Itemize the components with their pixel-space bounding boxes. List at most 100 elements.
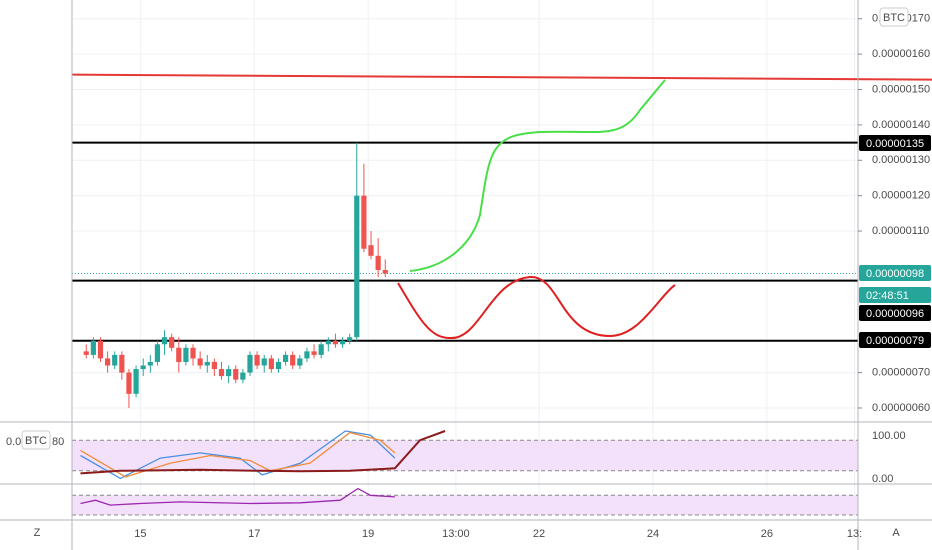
candle-body <box>211 361 217 370</box>
candle-body <box>197 358 203 366</box>
candle-body <box>104 358 111 366</box>
y-tick-label: 0.00000130 <box>872 154 930 166</box>
candle-body <box>83 351 89 355</box>
currency-badge-bg <box>21 430 51 450</box>
indicator-panels <box>72 430 858 516</box>
level-badge-bg <box>859 332 931 348</box>
candle-body <box>347 337 353 341</box>
currency-badge-text: BTC <box>883 12 905 24</box>
candle-body <box>233 369 239 380</box>
candle-body <box>382 269 388 274</box>
last-price-badge: 0.00000098 <box>859 265 931 281</box>
candle-body <box>325 340 331 345</box>
candle-body <box>133 369 139 394</box>
x-tick-label: 22 <box>533 528 545 540</box>
last-price-badge-bg <box>859 265 931 281</box>
indicator-tick-label: 100.00 <box>872 430 906 442</box>
candle-body <box>97 340 104 359</box>
x-tick-label: 26 <box>761 528 773 540</box>
band-fill <box>72 495 858 516</box>
candle-body <box>176 347 182 362</box>
axes: 15171913:0022242613:0.000001700.00000160… <box>6 7 931 540</box>
left-scale-label: 80 <box>52 436 64 448</box>
candle-body <box>261 358 267 366</box>
currency-badge-text: BTC <box>25 435 47 447</box>
candle-body <box>254 354 260 366</box>
candle-body <box>282 354 289 362</box>
y-tick-label: 0.00000110 <box>872 225 929 237</box>
x-tick-label: 13:00 <box>442 528 470 540</box>
y-tick-label: 0.00000120 <box>872 190 930 202</box>
level-badge-text: 0.00000079 <box>866 335 924 347</box>
trend-line <box>71 73 932 81</box>
x-tick-label: 24 <box>647 528 659 540</box>
candle-body <box>204 361 210 366</box>
candle-body <box>240 372 246 380</box>
candle-body <box>361 195 367 249</box>
candle-body <box>183 347 189 362</box>
y-tick-label: 0.00000070 <box>872 366 930 378</box>
currency-badge-bg <box>879 7 909 27</box>
countdown-badge-bg <box>859 287 931 303</box>
candle-body <box>126 372 132 394</box>
drawn-curve <box>397 275 676 340</box>
level-badge-bg <box>859 305 931 321</box>
indicator-tick-label: 0.00 <box>872 473 893 485</box>
grid <box>72 0 858 520</box>
candle-body <box>290 354 296 366</box>
x-tick-label: 17 <box>248 528 260 540</box>
candle-body <box>268 358 274 370</box>
x-tick-label: 19 <box>362 528 374 540</box>
level-badge-bg <box>859 135 931 151</box>
y-tick-label: 0.00000060 <box>872 402 930 414</box>
last-price-badge-text: 0.00000098 <box>866 268 924 280</box>
candle-body <box>368 245 374 256</box>
drawn-curve <box>409 79 666 272</box>
candle-body <box>190 347 196 359</box>
candle-body <box>226 369 232 377</box>
candle-body <box>112 354 118 366</box>
countdown-badge: 02:48:51 <box>859 287 931 303</box>
corner-label[interactable]: Z <box>34 527 41 539</box>
candle-body <box>169 337 175 348</box>
candles <box>83 142 388 408</box>
x-tick-label: 15 <box>134 528 146 540</box>
candle-body <box>218 369 225 377</box>
candle-body <box>161 337 168 345</box>
candle-body <box>147 361 153 366</box>
y-tick-label: 0.00000160 <box>872 48 930 60</box>
level-badge-text: 0.00000135 <box>866 138 924 150</box>
candle-body <box>311 351 317 355</box>
candle-body <box>297 358 303 366</box>
candle-body <box>140 365 146 370</box>
candle-body <box>318 344 324 355</box>
level-badge: 0.00000096 <box>859 305 931 321</box>
currency-badge: BTC <box>21 430 51 450</box>
band-fill <box>72 440 858 471</box>
candle-body <box>339 340 346 345</box>
y-tick-label: 0.00000140 <box>872 119 930 131</box>
countdown-badge-text: 02:48:51 <box>866 290 909 302</box>
candle-body <box>119 354 125 373</box>
level-badge-text: 0.00000096 <box>866 308 924 320</box>
candle-body <box>275 361 282 370</box>
indicator-line <box>80 430 446 475</box>
currency-badge: BTC <box>879 7 909 27</box>
corner-label[interactable]: A <box>892 527 900 539</box>
level-badge: 0.00000079 <box>859 332 931 348</box>
indicator-line <box>80 487 395 506</box>
candle-body <box>332 340 339 345</box>
candle-body <box>247 354 253 373</box>
indicator-line <box>80 430 396 480</box>
candle-body <box>154 344 161 362</box>
x-tick-label: 13: <box>847 528 862 540</box>
level-badge: 0.00000135 <box>859 135 931 151</box>
levels <box>71 73 932 342</box>
candle-body <box>354 195 360 338</box>
candle-body <box>304 351 310 359</box>
y-tick-label: 0.00000150 <box>872 83 930 95</box>
left-scale-label: 0.0 <box>6 436 21 448</box>
candle-body <box>90 340 96 355</box>
candle-body <box>375 255 381 270</box>
